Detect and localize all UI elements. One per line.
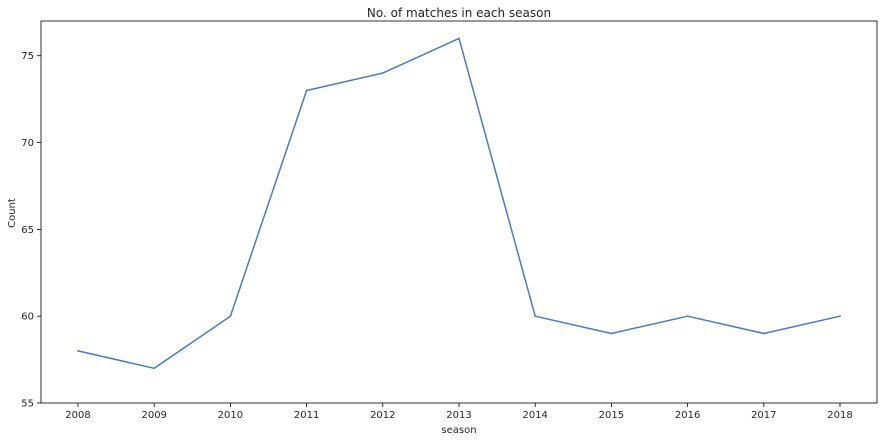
x-tick-label: 2013 [446,410,471,421]
data-point [686,315,689,318]
data-point [153,367,156,370]
x-tick-label: 2016 [675,410,700,421]
x-tick-label: 2018 [827,410,852,421]
chart-title: No. of matches in each season [367,6,551,20]
data-point [839,315,841,318]
x-tick-label: 2010 [218,410,243,421]
x-tick-label: 2008 [65,410,90,421]
x-tick-label: 2012 [370,410,395,421]
data-point [229,315,232,318]
data-point [534,315,537,318]
plot-area [40,20,878,404]
x-tick-label: 2011 [294,410,319,421]
x-tick-label: 2014 [522,410,547,421]
data-point [305,89,308,92]
data-point [458,37,460,40]
data-point [762,332,765,335]
y-tick-label: 70 [21,138,34,149]
y-axis-label: Count [7,198,18,228]
y-axis: 55 60 65 70 75 [21,51,41,410]
x-tick-label: 2009 [141,410,166,421]
data-point [381,72,384,74]
x-tick-label: 2017 [751,410,776,421]
data-point [610,332,613,335]
data-point [77,350,79,352]
y-tick-label: 60 [21,312,34,323]
x-axis: 2008 2009 2010 2011 2012 2013 2014 2015 2016 2017… [65,403,853,421]
y-tick-label: 65 [21,225,34,236]
y-tick-label: 75 [21,51,34,62]
x-tick-label: 2015 [599,410,624,421]
y-tick-label: 55 [21,399,34,410]
x-axis-label: season [441,425,476,436]
series-layer [77,37,841,370]
